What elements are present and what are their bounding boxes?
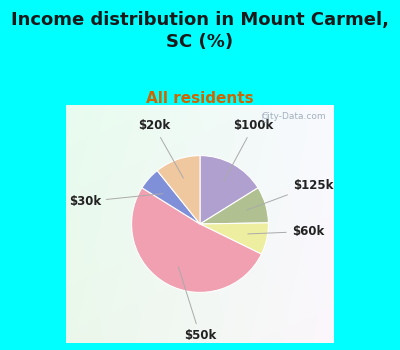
Text: $60k: $60k (248, 225, 324, 238)
Wedge shape (200, 223, 268, 254)
Text: Income distribution in Mount Carmel,
SC (%): Income distribution in Mount Carmel, SC … (11, 10, 389, 51)
Text: $125k: $125k (247, 179, 333, 210)
Wedge shape (132, 188, 262, 292)
Wedge shape (142, 170, 200, 224)
Wedge shape (200, 188, 268, 224)
Text: City-Data.com: City-Data.com (261, 112, 326, 121)
Text: $50k: $50k (178, 267, 216, 342)
Wedge shape (200, 155, 258, 224)
Text: $30k: $30k (69, 194, 163, 208)
Text: ⓘ: ⓘ (262, 112, 268, 122)
FancyBboxPatch shape (64, 103, 336, 345)
Text: All residents: All residents (146, 91, 254, 106)
Text: $100k: $100k (224, 119, 274, 181)
Wedge shape (157, 155, 200, 224)
Text: $20k: $20k (138, 119, 183, 178)
